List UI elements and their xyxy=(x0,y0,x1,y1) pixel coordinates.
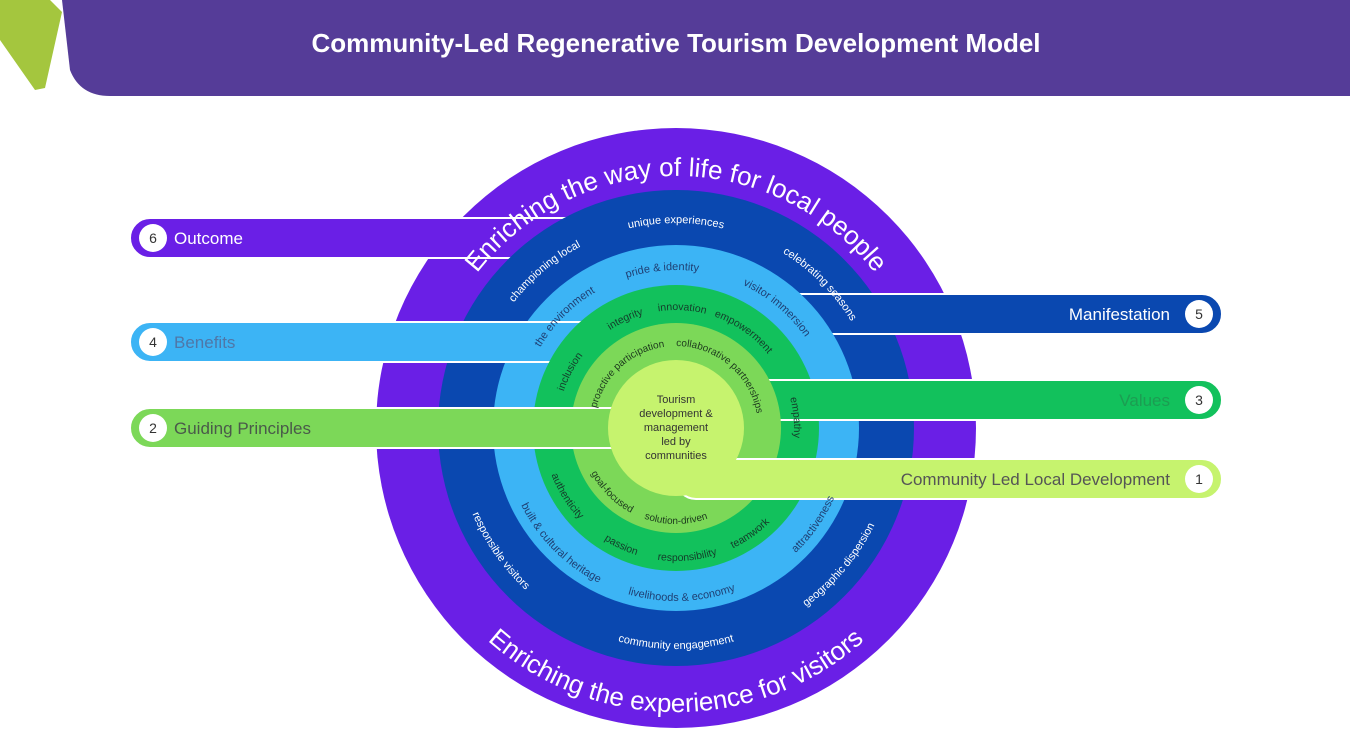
ring-label: solution-driven xyxy=(643,511,709,527)
center-text: development & xyxy=(639,408,713,420)
layer-label: Outcome xyxy=(174,229,243,248)
layer-label: Benefits xyxy=(174,333,235,352)
ring-label: solution-driven xyxy=(643,511,709,527)
layer-label: Guiding Principles xyxy=(174,419,311,438)
layer-number: 6 xyxy=(149,230,157,246)
layer-number-badge xyxy=(139,414,167,442)
corner-accent xyxy=(0,0,62,90)
layer-number: 5 xyxy=(1195,306,1203,322)
layer-number: 3 xyxy=(1195,392,1203,408)
layer-number: 1 xyxy=(1195,471,1203,487)
header-title: Community-Led Regenerative Tourism Devel… xyxy=(311,28,1040,58)
center-text: management xyxy=(644,422,708,434)
layer-label: Values xyxy=(1119,391,1170,410)
ring xyxy=(608,360,744,496)
layer-number-badge xyxy=(1185,386,1213,414)
ring-label: empathy xyxy=(787,396,803,439)
ring-label: unique experiences xyxy=(627,214,726,232)
layer-number: 4 xyxy=(149,334,157,350)
center-text: led by xyxy=(661,436,691,448)
layer-number-badge xyxy=(139,224,167,252)
center-text: communities xyxy=(645,450,707,462)
layer-label: Community Led Local Development xyxy=(901,470,1171,489)
layer-number: 2 xyxy=(149,420,157,436)
header-band xyxy=(62,0,1350,96)
model: 6 Outcome 5 Manifestation 4 Benefits 3 Values 2 G… xyxy=(129,128,1223,728)
layer-number-badge xyxy=(139,328,167,356)
layer-number-badge xyxy=(1185,300,1213,328)
ring-label: empathy xyxy=(787,396,803,439)
center-text: Tourism xyxy=(657,394,696,406)
ring-label: unique experiences xyxy=(627,214,726,232)
layer-number-badge xyxy=(1185,465,1213,493)
layer-label: Manifestation xyxy=(1069,305,1170,324)
